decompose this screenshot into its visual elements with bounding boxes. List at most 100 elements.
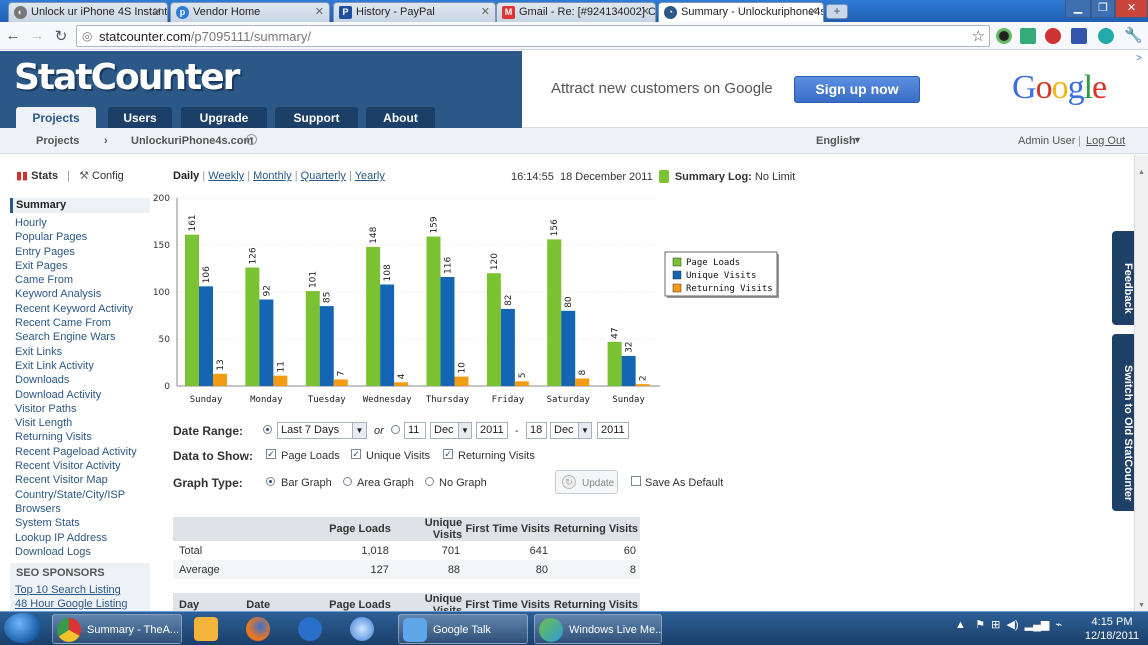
browser-tab-paypal[interactable]: P History - PayPal ✕ [333, 2, 496, 22]
taskbar-chrome[interactable]: Summary - TheA... [52, 614, 182, 644]
period-weekly[interactable]: Weekly [208, 170, 245, 182]
taskbar-firefox[interactable] [242, 614, 286, 644]
signal-icon[interactable]: ▂▄▆ [1024, 619, 1050, 631]
logout-link[interactable]: Log Out [1086, 135, 1126, 147]
sidebar-item-country-state-city-isp[interactable]: Country/State/City/ISP [15, 488, 126, 501]
nav-about[interactable]: About [366, 107, 435, 129]
save-default-checkbox[interactable] [631, 476, 641, 486]
sidebar-item-downloads[interactable]: Downloads [15, 374, 70, 387]
sidebar-item-entry-pages[interactable]: Entry Pages [15, 245, 75, 258]
sidebar-item-recent-came-from[interactable]: Recent Came From [15, 317, 111, 330]
flag-icon[interactable]: ⚑ [975, 619, 985, 631]
range-preset-select[interactable]: Last 7 Days ▼ [277, 422, 367, 439]
chevron-down-icon[interactable]: ▾ [246, 134, 257, 145]
scroll-up-icon[interactable]: ▲ [1138, 169, 1145, 176]
no-graph-radio[interactable] [425, 477, 434, 486]
sidebar-item-system-stats[interactable]: System Stats [15, 517, 80, 530]
to-year-field[interactable]: 2011 [597, 422, 629, 439]
taskbar-google-talk[interactable]: Google Talk [398, 614, 528, 644]
returning-visits-checkbox[interactable]: ✓ [443, 449, 453, 459]
statcounter-logo[interactable]: StatCounter [14, 57, 240, 98]
extension-icon[interactable] [1020, 28, 1036, 44]
period-quarterly[interactable]: Quarterly [300, 170, 346, 182]
breadcrumb-projects[interactable]: Projects [36, 135, 80, 147]
back-icon[interactable]: ← [5, 27, 21, 44]
update-button[interactable]: ↻ Update [555, 470, 618, 494]
sidebar-item-popular-pages[interactable]: Popular Pages [15, 231, 88, 244]
seo-link-48hour[interactable]: 48 Hour Google Listing [15, 598, 128, 610]
vertical-scrollbar[interactable]: ▲ ▼ [1134, 155, 1148, 611]
config-link[interactable]: Config [92, 170, 124, 182]
nav-upgrade[interactable]: Upgrade [181, 107, 267, 129]
network-icon[interactable]: ⊞ [991, 619, 1001, 631]
from-year-field[interactable]: 2011 [476, 422, 508, 439]
close-tab-icon[interactable]: ✕ [480, 6, 490, 18]
feedback-tab[interactable]: Feedback [1112, 231, 1134, 325]
switch-old-statcounter-tab[interactable]: Switch to Old StatCounter [1112, 334, 1134, 511]
scroll-down-icon[interactable]: ▼ [1138, 602, 1145, 609]
sidebar-item-exit-link-activity[interactable]: Exit Link Activity [15, 359, 94, 372]
extension-icon[interactable] [1045, 28, 1061, 44]
extension-icon[interactable] [996, 28, 1012, 44]
area-graph-radio[interactable] [343, 477, 352, 486]
extension-icon[interactable] [1098, 28, 1114, 44]
to-day-field[interactable]: 18 [526, 422, 547, 439]
wrench-icon[interactable]: 🔧 [1124, 27, 1143, 44]
maximize-button[interactable]: ❐ [1091, 0, 1115, 18]
sidebar-item-keyword-analysis[interactable]: Keyword Analysis [15, 288, 102, 301]
nav-support[interactable]: Support [275, 107, 358, 129]
close-tab-icon[interactable]: ✕ [808, 6, 818, 18]
browser-tab-summary[interactable]: ◔ Summary - Unlockuriphone4s ✕ [658, 2, 824, 22]
new-tab-button[interactable]: + [826, 4, 848, 19]
taskbar-m-app[interactable] [294, 614, 338, 644]
taskbar-safari[interactable] [346, 614, 390, 644]
bookmark-star-icon[interactable]: ☆ [971, 28, 985, 45]
sidebar-item-recent-visitor-map[interactable]: Recent Visitor Map [15, 474, 108, 487]
chevron-down-icon[interactable]: ▼ [853, 135, 862, 145]
range-preset-radio[interactable] [263, 425, 272, 434]
sidebar-item-summary[interactable]: Summary [10, 198, 150, 213]
close-tab-icon[interactable]: ✕ [152, 6, 162, 18]
close-tab-icon[interactable]: ✕ [640, 6, 650, 18]
browser-tab-unlock[interactable]: ◐ Unlock ur iPhone 4S Instant ✕ [8, 2, 168, 22]
from-day-field[interactable]: 11 [404, 422, 426, 439]
taskbar-windows-live[interactable]: Windows Live Me... [534, 614, 662, 644]
stats-link[interactable]: Stats [31, 170, 59, 182]
nav-projects[interactable]: Projects [16, 107, 96, 129]
reload-icon[interactable]: ↻ [54, 28, 68, 45]
ad-choices-icon[interactable]: > [1136, 53, 1142, 64]
sidebar-item-recent-pageload-activity[interactable]: Recent Pageload Activity [15, 445, 137, 458]
taskbar-outlook[interactable] [190, 614, 234, 644]
url-bar[interactable]: ◎ statcounter.com/p7095111/summary/ ☆ [76, 25, 990, 47]
sidebar-item-recent-visitor-activity[interactable]: Recent Visitor Activity [15, 460, 121, 473]
power-icon[interactable]: ⌁ [1055, 619, 1063, 631]
close-tab-icon[interactable]: ✕ [314, 6, 324, 18]
volume-icon[interactable]: ◀) [1006, 619, 1019, 631]
sidebar-item-exit-links[interactable]: Exit Links [15, 345, 63, 358]
sidebar-item-exit-pages[interactable]: Exit Pages [15, 259, 68, 272]
sidebar-item-returning-visits[interactable]: Returning Visits [15, 431, 92, 444]
period-monthly[interactable]: Monthly [253, 170, 292, 182]
ad-signup-button[interactable]: Sign up now [794, 76, 920, 103]
system-clock[interactable]: 4:15 PM 12/18/2011 [1084, 615, 1140, 643]
range-custom-radio[interactable] [391, 425, 400, 434]
period-yearly[interactable]: Yearly [354, 170, 385, 182]
language-selector[interactable]: English [816, 135, 856, 147]
google-ad-banner[interactable]: Attract new customers on Google Sign up … [522, 51, 1148, 128]
nav-users[interactable]: Users [108, 107, 172, 129]
sidebar-item-search-engine-wars[interactable]: Search Engine Wars [15, 331, 116, 344]
extension-icon[interactable] [1071, 28, 1087, 44]
sidebar-item-hourly[interactable]: Hourly [15, 217, 47, 229]
forward-icon[interactable]: → [29, 27, 45, 44]
close-window-button[interactable]: ✕ [1115, 0, 1148, 18]
seo-link-top10[interactable]: Top 10 Search Listing [15, 584, 121, 596]
sidebar-item-download-logs[interactable]: Download Logs [15, 545, 91, 558]
windows-start-button[interactable] [4, 613, 42, 643]
period-daily[interactable]: Daily [173, 170, 200, 182]
sidebar-item-browsers[interactable]: Browsers [15, 502, 61, 515]
sidebar-item-visitor-paths[interactable]: Visitor Paths [15, 402, 77, 415]
sidebar-item-visit-length[interactable]: Visit Length [15, 417, 73, 430]
browser-tab-vendor[interactable]: p Vendor Home ✕ [170, 2, 330, 22]
minimize-button[interactable]: ▁ [1065, 0, 1091, 18]
sidebar-item-came-from[interactable]: Came From [15, 274, 74, 287]
